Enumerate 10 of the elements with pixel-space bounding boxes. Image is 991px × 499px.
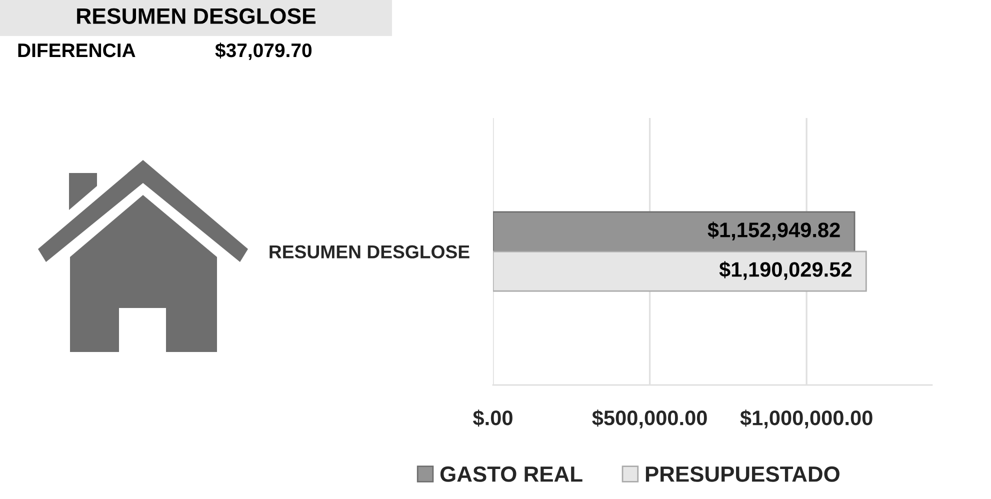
text: DIFERENCIA (18, 43, 136, 58)
x-tick-label: $1,000,000.00 (740, 410, 872, 428)
data-label: $1,190,029.52 (719, 261, 852, 280)
x-tick-label: $500,000.00 (592, 410, 707, 428)
x-tick-label: $.00 (473, 410, 512, 427)
legend-label: GASTO REAL (440, 466, 582, 482)
text: $37,079.70 (215, 42, 312, 60)
legend-label: PRESUPUESTADO (646, 466, 840, 482)
text: RESUMEN DESGLOSE (77, 8, 316, 24)
data-label: $1,152,949.82 (708, 222, 840, 240)
